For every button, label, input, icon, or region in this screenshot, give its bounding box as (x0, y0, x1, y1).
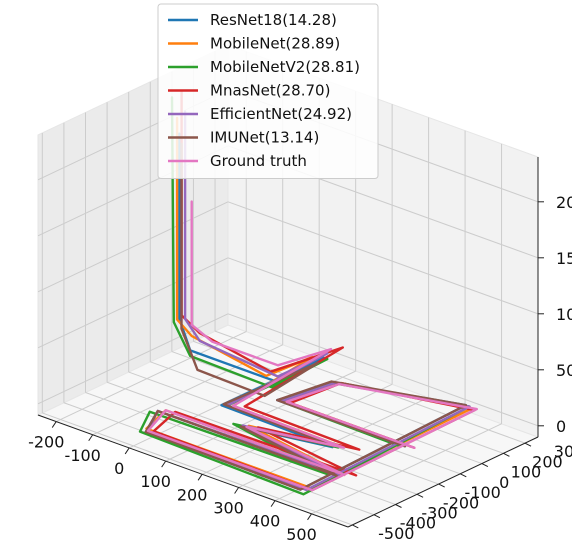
grid-line-y-floor (193, 340, 504, 454)
y-tick-label: -300 (421, 504, 457, 523)
x-axis-line (37, 414, 349, 528)
legend-label: MnasNet(28.70) (210, 82, 330, 100)
y-tick-mark (481, 463, 489, 468)
legend-label: IMUNet(13.14) (210, 129, 319, 147)
x-tick-label: -100 (65, 446, 101, 465)
y-tick-mark (460, 473, 467, 478)
x-tick-mark (161, 460, 167, 468)
x-tick-mark (51, 421, 57, 428)
grid-line-z-right (227, 201, 539, 315)
x-tick-label: 400 (250, 512, 281, 531)
y-tick-mark (524, 442, 532, 447)
x-tick-label: 500 (286, 525, 317, 544)
x-tick-mark (270, 500, 276, 507)
grid-line-z-left (37, 201, 229, 293)
x-tick-mark (307, 513, 312, 521)
y-tick-label: 0 (499, 473, 509, 492)
x-tick-label: 100 (140, 472, 171, 491)
y-tick-label: -200 (443, 493, 479, 512)
y-tick-mark (395, 504, 402, 508)
legend-label: MobileNetV2(28.81) (210, 58, 360, 76)
x-tick-mark (197, 474, 203, 481)
y-tick-mark (373, 514, 381, 519)
x-tick-mark (88, 434, 94, 442)
axis-lines (37, 157, 539, 528)
legend-label: EfficientNet(24.92) (210, 105, 352, 123)
grid-line-z-left (37, 257, 229, 349)
y-tick-label: -500 (378, 524, 414, 543)
grid-line-y-floor (42, 412, 353, 526)
y-tick-mark (352, 524, 359, 529)
y-tick-label: 100 (511, 463, 542, 482)
grid-line-z-right (227, 313, 539, 427)
grid-line-y-floor (171, 351, 483, 465)
legend-label: Ground truth (210, 152, 307, 170)
y-tick-label: 200 (532, 452, 563, 471)
y-tick-mark (416, 493, 424, 498)
z-tick-label: 100 (556, 305, 572, 324)
legend-box (157, 3, 379, 179)
grid-line-y-floor (85, 392, 396, 505)
y-tick-mark (503, 452, 510, 457)
z-tick-label: 200 (556, 193, 572, 212)
y-axis-line (347, 436, 539, 528)
y-tick-mark (438, 483, 445, 488)
x-tick-label: -200 (28, 433, 64, 452)
z-tick-label: 150 (556, 249, 572, 268)
legend-label: MobileNet(28.89) (210, 35, 340, 53)
trajectory-lines (138, 90, 478, 496)
grid-line-y-floor (150, 361, 461, 475)
x-tick-label: 300 (213, 498, 244, 517)
grid-line-x-floor (311, 423, 502, 515)
y-tick-label: -400 (400, 514, 436, 533)
y-tick-label: 300 (554, 442, 572, 461)
x-tick-mark (124, 447, 130, 455)
y-tick-label: -100 (465, 483, 501, 502)
legend-label: ResNet18(14.28) (210, 11, 337, 29)
x-tick-label: 0 (114, 459, 124, 478)
grid-line-z-right (227, 257, 539, 371)
z-tick-label: 50 (556, 361, 572, 380)
series-line-5 (144, 142, 468, 491)
z-tick-label: 0 (556, 417, 566, 436)
x-tick-label: 200 (177, 485, 208, 504)
series-line-6 (146, 200, 478, 492)
legend: ResNet18(14.28) MobileNet(28.89) MobileNet… (157, 3, 379, 179)
x-tick-mark (234, 487, 240, 494)
